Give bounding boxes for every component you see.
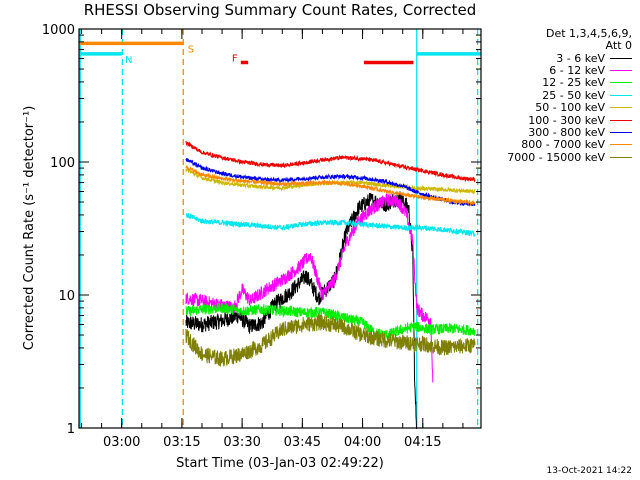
x-ticks: 03:00 03:15 03:30 03:45 04:00 04:15 [81, 29, 464, 450]
legend-label: 3 - 6 keV [556, 51, 605, 65]
flag-label-S: S [188, 44, 194, 55]
legend-swatch [610, 107, 632, 109]
legend: Det 1,3,4,5,6,9, Att 0 3 - 6 keV 6 - 12 k… [484, 28, 632, 164]
legend-swatch [610, 156, 632, 158]
legend-entry: 100 - 300 keV [484, 113, 632, 127]
footer-timestamp: 13-Oct-2021 14:22 [546, 466, 632, 476]
legend-entry: 50 - 100 keV [484, 101, 632, 115]
x-tick-label: 03:00 [103, 435, 140, 450]
legend-swatch [610, 57, 632, 59]
legend-header-detectors: Det 1,3,4,5,6,9, [545, 27, 632, 40]
x-axis-label: Start Time (03-Jan-03 02:49:22) [176, 456, 384, 471]
plot-frame [78, 28, 482, 429]
series-line-5 [185, 140, 476, 183]
y-tick-label: 10 [58, 289, 75, 304]
legend-swatch [610, 82, 632, 84]
x-tick-label: 03:45 [284, 435, 321, 450]
y-axis-label: Corrected Count Rate (s⁻¹ detector⁻¹) [22, 106, 37, 351]
legend-entry: 3 - 6 keV [484, 51, 632, 65]
axes [78, 28, 482, 429]
series-line-3 [185, 213, 476, 238]
x-tick-label: 04:00 [344, 435, 381, 450]
y-ticks: 1 10 100 1000 [42, 23, 481, 437]
legend-label: 6 - 12 keV [549, 64, 605, 78]
legend-swatch [610, 132, 632, 134]
x-tick-label: 04:15 [404, 435, 441, 450]
series-group [185, 140, 476, 429]
legend-label: 25 - 50 keV [542, 88, 605, 102]
flag-bars: N S F [79, 41, 481, 66]
legend-swatch [610, 119, 632, 121]
legend-label: 12 - 25 keV [542, 76, 605, 90]
y-tick-label: 100 [50, 156, 75, 171]
legend-entry: 6 - 12 keV [484, 64, 632, 78]
flag-label-N: N [125, 55, 132, 66]
flag-label-F: F [232, 53, 238, 64]
legend-label: 7000 - 15000 keV [507, 150, 605, 164]
series-line-8 [185, 313, 476, 367]
series-line-2 [185, 302, 476, 340]
legend-entry: 12 - 25 keV [484, 76, 632, 90]
legend-swatch [610, 94, 632, 96]
legend-entry: 800 - 7000 keV [484, 138, 632, 152]
legend-label: 50 - 100 keV [535, 101, 605, 115]
legend-entries: 3 - 6 keV 6 - 12 keV 12 - 25 keV 25 - 50 ke… [484, 52, 632, 164]
legend-entry: 25 - 50 keV [484, 88, 632, 102]
legend-swatch [610, 144, 632, 146]
legend-label: 800 - 7000 keV [521, 138, 605, 152]
legend-header-attenuator: Att 0 [605, 39, 632, 52]
series-line-7 [185, 165, 476, 207]
series-line-6 [185, 158, 476, 207]
x-tick-label: 03:15 [163, 435, 200, 450]
legend-swatch [610, 70, 632, 72]
legend-entry: 300 - 800 keV [484, 126, 632, 140]
chart-title: RHESSI Observing Summary Count Rates, Co… [83, 1, 477, 19]
legend-label: 300 - 800 keV [528, 126, 605, 140]
legend-label: 100 - 300 keV [528, 113, 605, 127]
x-tick-label: 03:30 [223, 435, 260, 450]
y-tick-label: 1 [67, 422, 75, 437]
y-tick-label: 1000 [42, 23, 75, 38]
legend-entry: 7000 - 15000 keV [484, 150, 632, 164]
